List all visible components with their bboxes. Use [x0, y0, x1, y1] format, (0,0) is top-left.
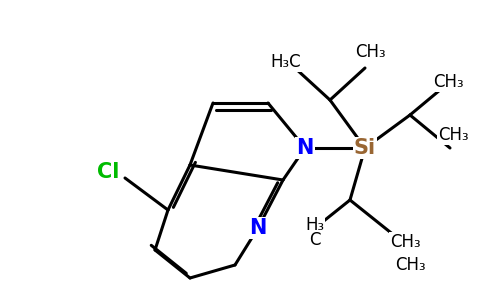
Text: H₃: H₃ — [305, 216, 325, 234]
Text: C: C — [309, 231, 321, 249]
Text: CH₃: CH₃ — [390, 233, 420, 251]
Text: N: N — [296, 138, 314, 158]
Text: Cl: Cl — [97, 162, 119, 182]
Text: CH₃: CH₃ — [394, 256, 425, 274]
Text: CH₃: CH₃ — [433, 73, 463, 91]
Text: Si: Si — [354, 138, 376, 158]
Text: CH₃: CH₃ — [438, 126, 469, 144]
Text: CH₃: CH₃ — [355, 43, 385, 61]
Text: H₃C: H₃C — [271, 53, 302, 71]
Text: N: N — [249, 218, 267, 238]
